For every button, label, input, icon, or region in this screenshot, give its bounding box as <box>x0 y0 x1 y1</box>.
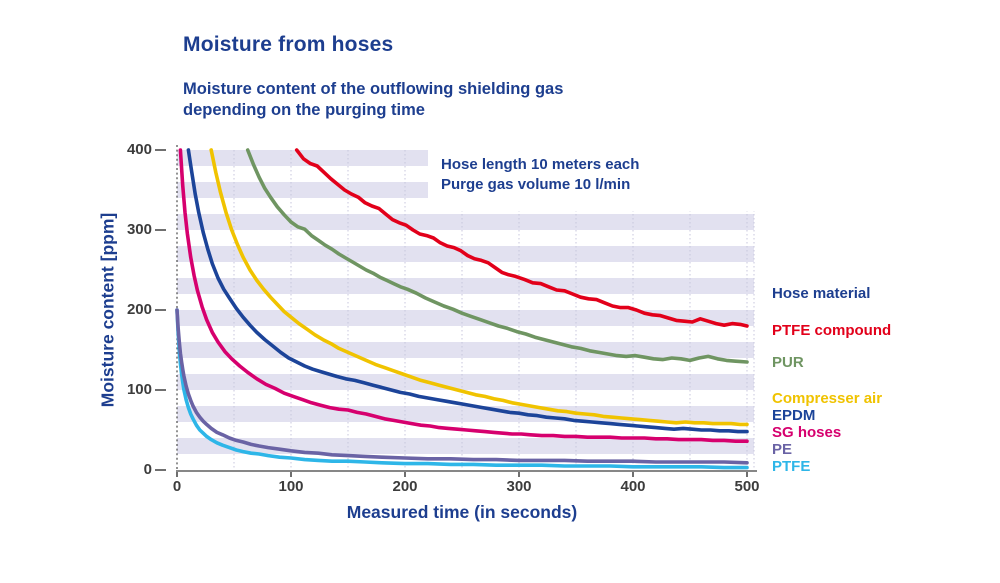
series-pe <box>175 308 749 465</box>
legend-item-epdm: EPDM <box>772 407 816 424</box>
series-ptfe-compound <box>294 148 749 328</box>
series-pur <box>245 148 749 364</box>
chart-subtitle: Moisture content of the outflowing shiel… <box>183 79 563 121</box>
annotation-line-2: Purge gas volume 10 l/min <box>441 176 631 193</box>
x-tick-label: 500 <box>734 478 760 495</box>
x-tick-label: 200 <box>392 478 418 495</box>
x-tick-label: 100 <box>278 478 304 495</box>
subtitle-line-1: Moisture content of the outflowing shiel… <box>183 80 564 98</box>
legend-item-sg-hoses: SG hoses <box>772 424 842 441</box>
series-ptfe <box>175 308 749 470</box>
legend-item-pe: PE <box>772 441 793 458</box>
background-band <box>177 278 754 294</box>
legend-item-ptfe: PTFE <box>772 458 811 475</box>
page-title: Moisture from hoses <box>183 33 394 56</box>
legend-item-pur: PUR <box>772 354 804 371</box>
background-band <box>177 342 754 358</box>
y-tick-label: 200 <box>126 301 152 318</box>
background-band <box>177 406 754 422</box>
y-tick-label: 400 <box>126 141 152 158</box>
y-tick-label: 100 <box>126 381 152 398</box>
legend-heading: Hose material <box>772 285 871 302</box>
annotation-line-1: Hose length 10 meters each <box>441 156 640 173</box>
annotation-box: Hose length 10 meters each Purge gas vol… <box>428 144 755 211</box>
x-axis-title: Measured time (in seconds) <box>346 502 578 522</box>
series-epdm <box>186 148 749 434</box>
legend-item-ptfe-compound: PTFE compound <box>772 322 892 339</box>
x-tick-label: 400 <box>620 478 646 495</box>
legend-item-compresser-air: Compresser air <box>772 390 883 407</box>
y-tick-label: 0 <box>143 461 152 478</box>
background-band <box>177 374 754 390</box>
legend: Hose material PTFE compound PUR Compresser… <box>772 285 997 475</box>
x-tick-label: 0 <box>172 478 182 495</box>
series-compresser-air <box>209 148 749 427</box>
series-sg-hoses <box>178 148 749 444</box>
background-band <box>177 214 754 230</box>
y-tick-label: 300 <box>126 221 152 238</box>
x-tick-label: 300 <box>506 478 532 495</box>
background-band <box>177 310 754 326</box>
subtitle-line-2: depending on the purging time <box>183 101 425 119</box>
background-band <box>177 438 754 454</box>
